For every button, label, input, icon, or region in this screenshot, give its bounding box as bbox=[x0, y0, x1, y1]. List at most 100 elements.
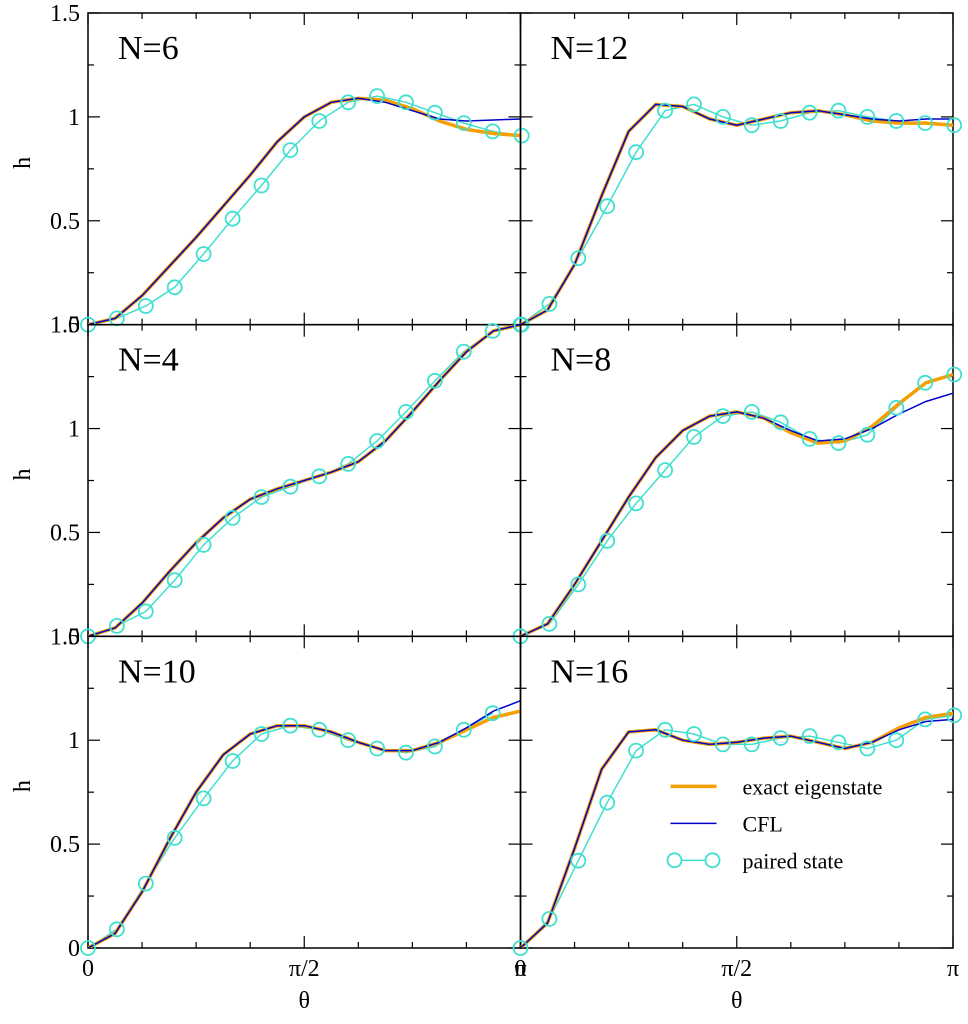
y-axis-label: h bbox=[10, 469, 36, 481]
paired-marker bbox=[253, 177, 270, 194]
paired-marker bbox=[369, 88, 386, 104]
paired-marker bbox=[772, 730, 789, 746]
paired-marker bbox=[512, 940, 529, 956]
paired-marker bbox=[109, 921, 125, 938]
y-tick-label: 1.5 bbox=[50, 1, 80, 27]
y-tick-label: 0.5 bbox=[50, 209, 80, 235]
paired-marker bbox=[80, 940, 96, 956]
paired-marker bbox=[426, 372, 443, 389]
paired-marker bbox=[224, 753, 241, 769]
paired-marker bbox=[946, 117, 963, 134]
paired-marker bbox=[369, 433, 386, 449]
series-cfl-line bbox=[88, 699, 521, 948]
series-exact-line bbox=[520, 711, 953, 948]
panel-label: N=10 bbox=[118, 653, 196, 690]
paired-marker bbox=[888, 399, 905, 416]
y-tick-label: 1 bbox=[68, 417, 80, 443]
paired-marker bbox=[715, 109, 731, 125]
paired-marker bbox=[224, 210, 241, 227]
paired-marker bbox=[282, 478, 299, 495]
paired-marker bbox=[570, 250, 587, 267]
paired-marker bbox=[224, 510, 241, 526]
paired-marker bbox=[772, 414, 789, 431]
paired-marker bbox=[340, 94, 357, 111]
paired-marker bbox=[917, 374, 934, 391]
x-tick-label: π bbox=[947, 956, 959, 982]
series-cfl-line bbox=[520, 392, 953, 637]
paired-marker bbox=[253, 489, 270, 506]
paired-marker bbox=[599, 198, 616, 215]
paired-marker bbox=[743, 403, 760, 420]
panel-label: N=8 bbox=[551, 342, 612, 379]
legend-exact-label: exact eigenstate bbox=[743, 774, 883, 799]
legend-paired-marker bbox=[666, 852, 683, 869]
paired-marker bbox=[946, 366, 963, 383]
paired-marker bbox=[426, 738, 443, 755]
series-paired-line bbox=[520, 103, 953, 325]
series-exact-line bbox=[88, 96, 521, 325]
paired-marker bbox=[686, 726, 702, 742]
y-tick-label: 0 bbox=[68, 313, 80, 339]
paired-marker bbox=[484, 705, 501, 722]
series-cfl-line bbox=[88, 97, 521, 325]
paired-marker bbox=[917, 711, 934, 728]
paired-marker bbox=[369, 740, 386, 757]
paired-marker bbox=[398, 744, 414, 761]
paired-marker bbox=[455, 115, 472, 131]
paired-marker bbox=[398, 403, 414, 420]
paired-marker bbox=[599, 794, 616, 811]
x-tick-label: 0 bbox=[82, 956, 94, 982]
paired-marker bbox=[917, 115, 934, 131]
paired-marker bbox=[772, 113, 789, 129]
paired-marker bbox=[686, 96, 702, 113]
paired-marker bbox=[830, 435, 847, 452]
legend-paired-label: paired state bbox=[743, 848, 844, 873]
paired-marker bbox=[628, 144, 644, 161]
paired-marker bbox=[195, 246, 212, 262]
panel-label: N=12 bbox=[551, 30, 629, 67]
paired-marker bbox=[743, 736, 760, 753]
panel-label: N=4 bbox=[118, 342, 179, 379]
series-cfl-line bbox=[520, 103, 953, 325]
x-axis-label: θ bbox=[731, 988, 743, 1014]
paired-marker bbox=[686, 428, 702, 445]
paired-marker bbox=[888, 732, 905, 749]
paired-marker bbox=[195, 790, 212, 807]
paired-marker bbox=[137, 875, 154, 892]
paired-marker bbox=[657, 102, 673, 119]
paired-marker bbox=[166, 279, 183, 296]
paired-marker bbox=[282, 717, 299, 734]
x-tick-label: π/2 bbox=[721, 956, 752, 982]
paired-marker bbox=[541, 911, 558, 927]
paired-marker bbox=[541, 295, 558, 312]
paired-marker bbox=[715, 408, 731, 425]
paired-marker bbox=[311, 113, 328, 129]
series-cfl-line bbox=[88, 324, 521, 637]
x-tick-label: π bbox=[514, 956, 526, 982]
y-tick-label: 0.5 bbox=[50, 520, 80, 546]
paired-marker bbox=[137, 298, 154, 314]
panel-label: N=16 bbox=[551, 653, 629, 690]
y-tick-label: 0.5 bbox=[50, 832, 80, 858]
paired-marker bbox=[715, 736, 731, 753]
paired-marker bbox=[628, 742, 644, 759]
paired-marker bbox=[340, 455, 357, 472]
paired-marker bbox=[830, 102, 847, 119]
paired-marker bbox=[570, 852, 587, 869]
series-paired-line bbox=[88, 712, 494, 948]
series-paired-line bbox=[520, 714, 953, 948]
series-exact-line bbox=[520, 102, 953, 325]
y-tick-label: 1.5 bbox=[50, 624, 80, 650]
paired-marker bbox=[282, 142, 299, 159]
paired-marker bbox=[657, 721, 673, 738]
y-tick-label: 1 bbox=[68, 105, 80, 131]
paired-marker bbox=[859, 109, 876, 125]
y-tick-label: 1 bbox=[68, 728, 80, 754]
paired-marker bbox=[166, 830, 183, 846]
paired-marker bbox=[657, 462, 673, 479]
paired-marker bbox=[195, 537, 212, 553]
series-paired-line bbox=[520, 374, 953, 637]
paired-marker bbox=[455, 343, 472, 360]
